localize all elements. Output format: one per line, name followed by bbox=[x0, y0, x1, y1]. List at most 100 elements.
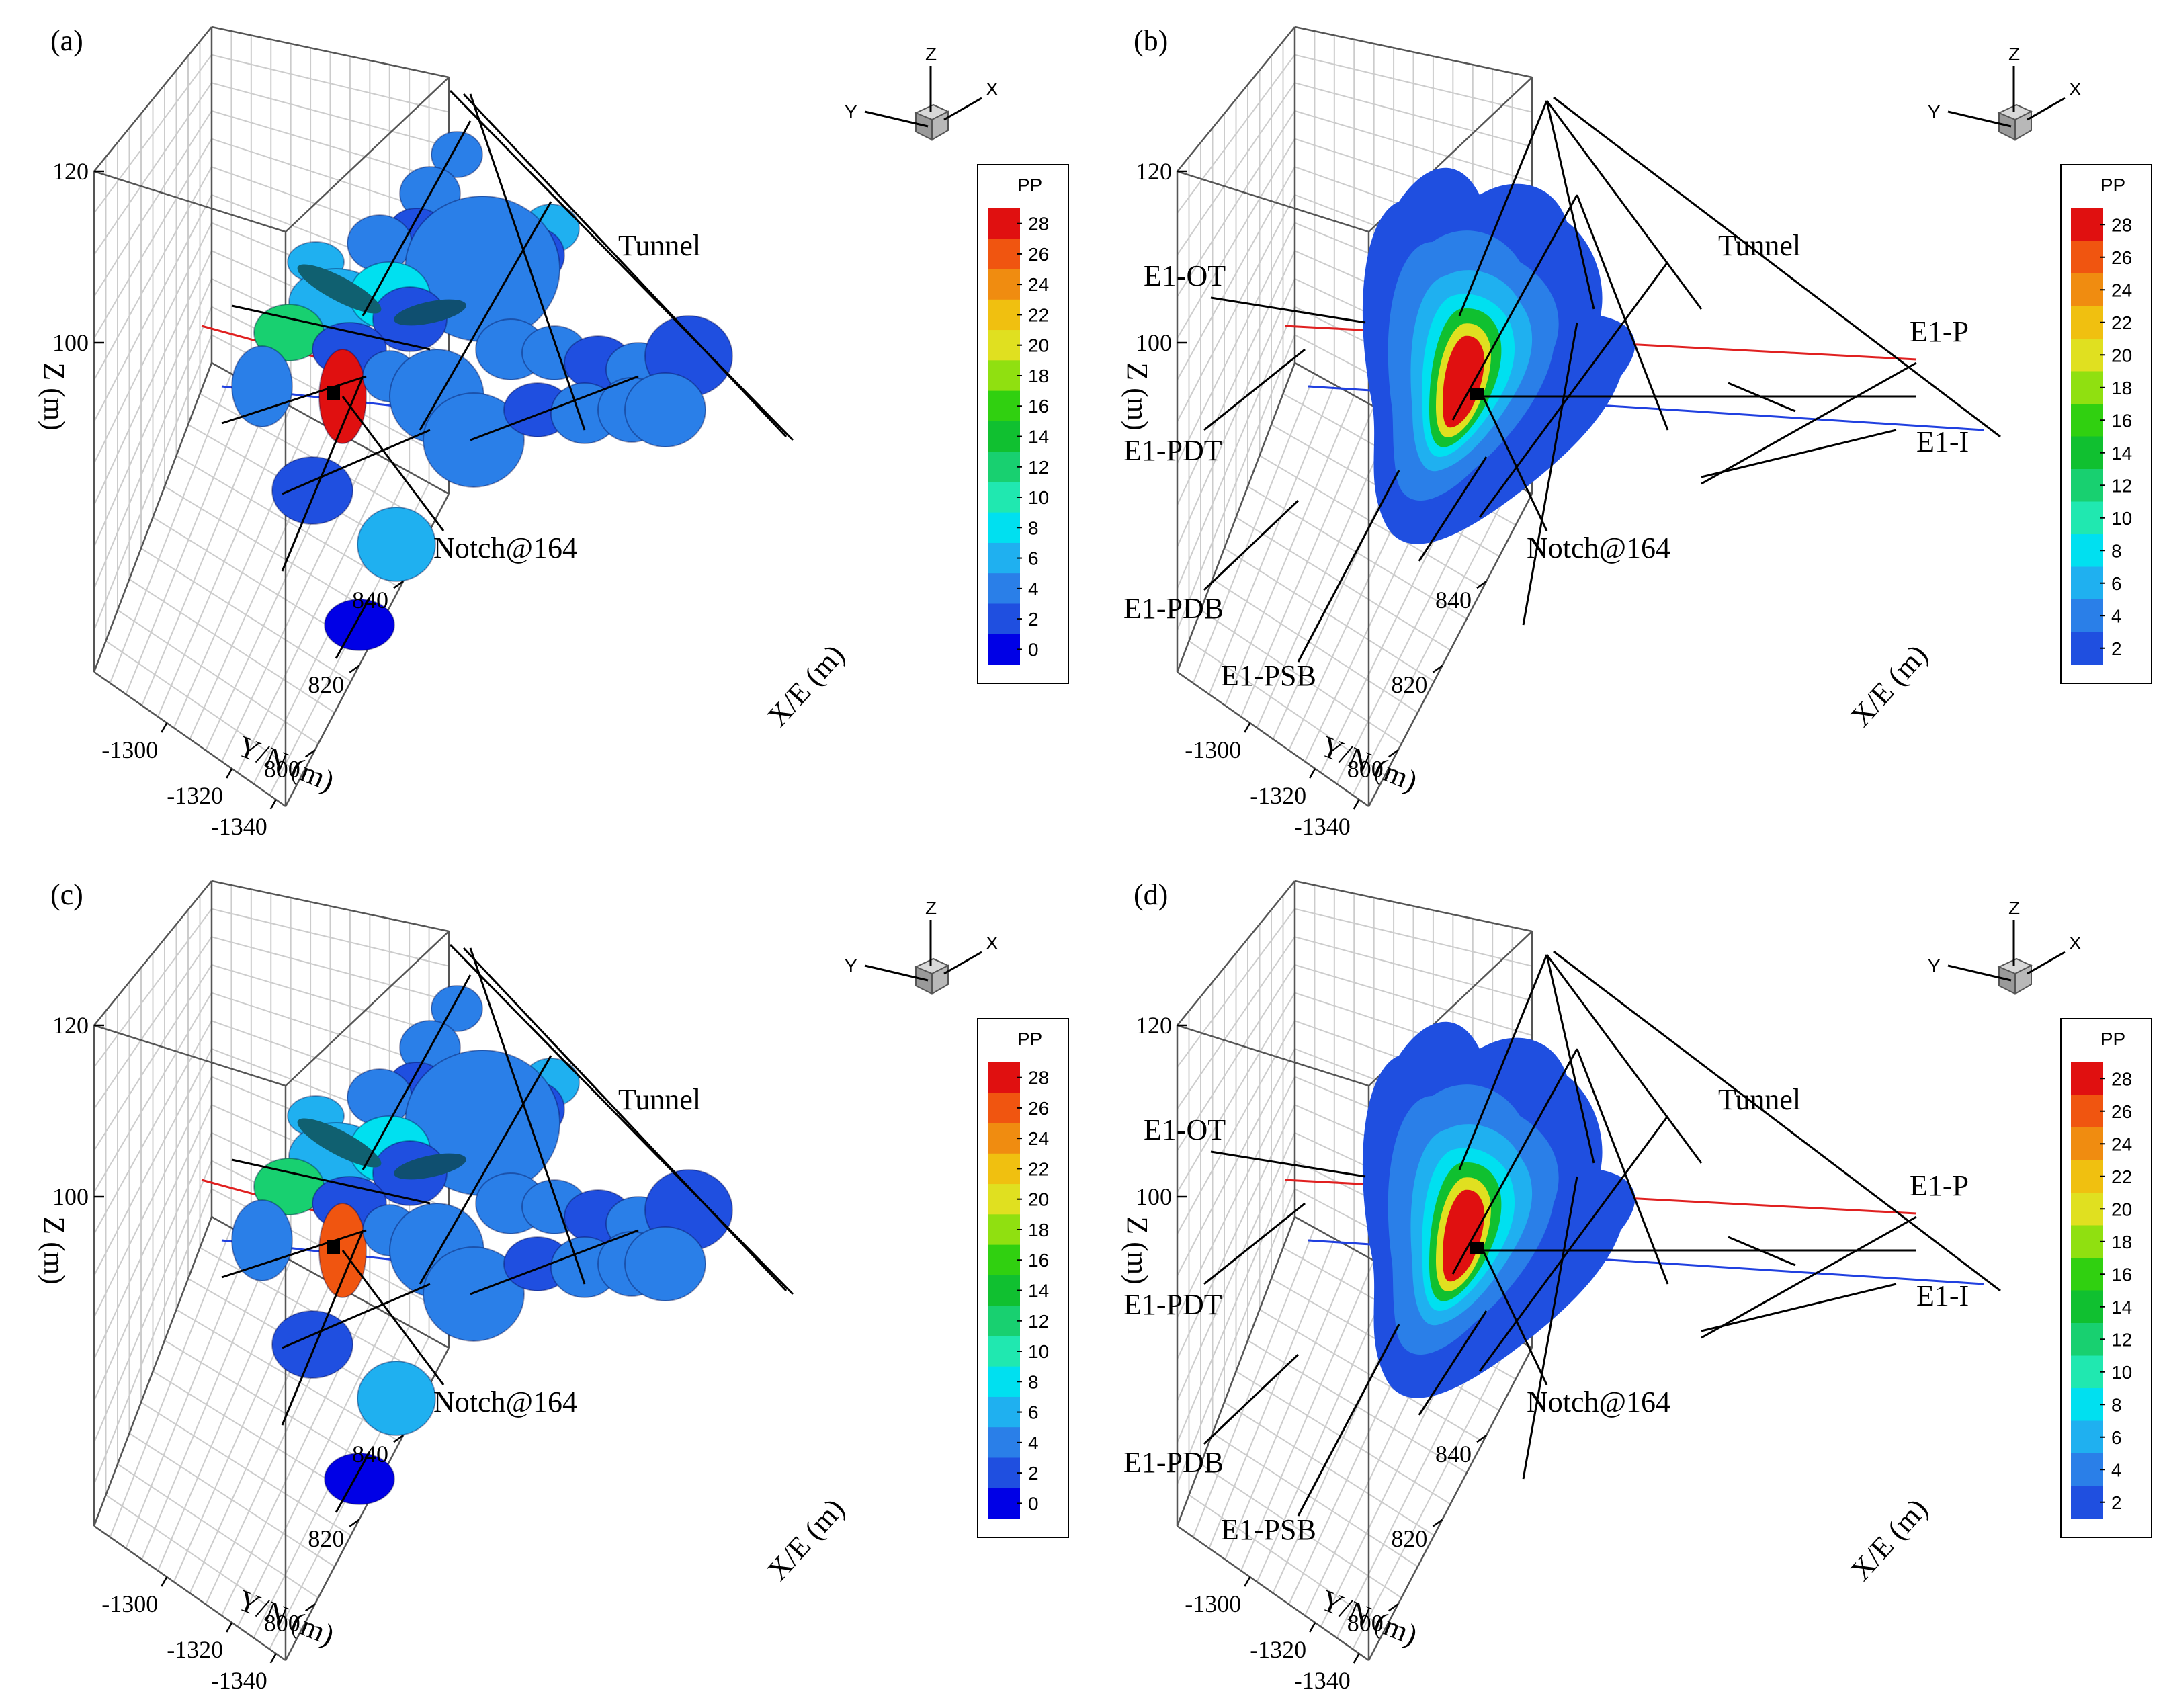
fracture-disc bbox=[431, 131, 483, 178]
tunnel-line bbox=[449, 89, 794, 441]
borehole-line bbox=[419, 1055, 552, 1285]
borehole-line bbox=[1701, 1283, 1897, 1332]
y-tick-label: -1320 bbox=[167, 1636, 223, 1663]
legend-swatch bbox=[988, 1366, 1020, 1398]
grid-line bbox=[93, 54, 212, 214]
legend-tick-label: 18 bbox=[2111, 378, 2132, 398]
legend-swatch bbox=[988, 1275, 1020, 1307]
legend-tick-label: 28 bbox=[2111, 1068, 2132, 1089]
legend-swatch bbox=[2071, 1388, 2103, 1422]
fracture-disc bbox=[271, 1310, 353, 1379]
grid-line bbox=[1352, 482, 1513, 796]
z-tick-label: 100 bbox=[1136, 1183, 1172, 1210]
y-tick-label: -1300 bbox=[101, 1590, 158, 1617]
panel-d: 120 100 Z (m) -1300 -1320 -1340 Y/N (m) 840 820 8… bbox=[1083, 854, 2166, 1708]
tunnel-line bbox=[449, 943, 794, 1295]
grid-line bbox=[1177, 1048, 1295, 1276]
legend-swatch bbox=[2071, 339, 2103, 372]
box-edge bbox=[1176, 1216, 1296, 1527]
grid-line bbox=[237, 1314, 390, 1627]
legend-tick-label: 4 bbox=[2111, 605, 2122, 626]
z-axis-label: Z (m) bbox=[38, 362, 71, 430]
grid-line bbox=[1294, 54, 1533, 113]
legend-swatch bbox=[2071, 1258, 2103, 1291]
legend-swatch bbox=[988, 1336, 1020, 1367]
panel-b: 120 100 Z (m) -1300 -1320 -1340 Y/N (m) 840 820 8… bbox=[1083, 0, 2166, 854]
box-edge bbox=[93, 26, 212, 172]
legend-tick-label: 22 bbox=[2111, 1166, 2132, 1187]
legend-swatch bbox=[2071, 371, 2103, 404]
grid-line bbox=[93, 908, 212, 1068]
legend-swatch bbox=[988, 330, 1020, 361]
legend-swatch bbox=[2071, 1127, 2103, 1161]
fracture-disc bbox=[624, 1226, 706, 1301]
legend-swatch bbox=[2071, 1225, 2103, 1258]
grid-line bbox=[1177, 222, 1295, 464]
borehole-line bbox=[221, 375, 367, 425]
borehole-label-e1-psb: E1-PSB bbox=[1221, 659, 1316, 692]
x-tick-mark bbox=[1432, 665, 1443, 673]
grid-line bbox=[93, 194, 212, 422]
legend-tick-label: 16 bbox=[1028, 396, 1049, 417]
grid-line bbox=[141, 1249, 272, 1560]
grid-line bbox=[1208, 1238, 1335, 1549]
label-leader bbox=[1210, 296, 1366, 324]
legend-tick-label: 2 bbox=[2111, 1492, 2122, 1513]
borehole-line bbox=[470, 1229, 639, 1295]
legend-swatch bbox=[988, 634, 1020, 665]
borehole-line bbox=[1451, 1048, 1578, 1275]
legend-swatch bbox=[2071, 1420, 2103, 1454]
borehole-line bbox=[335, 1451, 371, 1513]
legend-swatch bbox=[2071, 1062, 2103, 1096]
grid-line bbox=[1294, 110, 1533, 182]
legend-swatch bbox=[988, 269, 1020, 300]
box-edge bbox=[1294, 26, 1533, 79]
borehole-line bbox=[1451, 194, 1578, 421]
legend-swatch bbox=[988, 1457, 1020, 1489]
borehole-line bbox=[1576, 1048, 1669, 1285]
legend-title: PP bbox=[1017, 175, 1042, 196]
x-axis-label: X/E (m) bbox=[1844, 1492, 1934, 1587]
borehole-line bbox=[231, 1158, 431, 1205]
grid-line bbox=[93, 1160, 212, 1443]
legend-swatch bbox=[2071, 501, 2103, 535]
legend-swatch bbox=[988, 360, 1020, 392]
x-axis-label: X/E (m) bbox=[761, 638, 851, 733]
borehole-label-e1-p: E1-P bbox=[1910, 315, 1969, 348]
y-tick-mark bbox=[226, 1622, 233, 1633]
grid-line bbox=[1177, 1132, 1295, 1402]
borehole-line bbox=[1458, 954, 1548, 1170]
panel-label: (c) bbox=[50, 878, 83, 911]
x-tick-label: 820 bbox=[308, 1525, 344, 1552]
legend-tick-label: 16 bbox=[2111, 1264, 2132, 1285]
legend-swatch bbox=[988, 1488, 1020, 1519]
x-tick-mark bbox=[1388, 1603, 1399, 1612]
legend-tick-label: 6 bbox=[2111, 1427, 2122, 1448]
grid-line bbox=[1224, 1249, 1355, 1560]
z-axis-label: Z (m) bbox=[1121, 362, 1154, 430]
grid-line bbox=[157, 1260, 292, 1572]
legend-swatch bbox=[988, 1153, 1020, 1185]
borehole-line bbox=[1701, 361, 1917, 485]
grid-line bbox=[1208, 384, 1335, 695]
triad-z-label: Z bbox=[925, 44, 937, 65]
y-tick-label: -1300 bbox=[1185, 736, 1241, 763]
legend-tick-label: 24 bbox=[1028, 274, 1049, 295]
legend-tick-label: 4 bbox=[1028, 1433, 1039, 1453]
triad-x-label: X bbox=[986, 79, 998, 99]
y-tick-mark bbox=[1309, 1622, 1316, 1633]
legend-tick-label: 26 bbox=[2111, 247, 2132, 268]
y-tick-mark bbox=[1353, 1653, 1360, 1664]
legend-tick-label: 8 bbox=[2111, 540, 2122, 561]
legend-swatch bbox=[2071, 436, 2103, 470]
borehole-label-e1-p: E1-P bbox=[1910, 1169, 1969, 1202]
grid-line bbox=[1240, 406, 1375, 718]
z-tick-label: 120 bbox=[52, 158, 89, 185]
legend-tick-label: 18 bbox=[1028, 366, 1049, 386]
fracture-disc bbox=[423, 392, 525, 488]
legend-swatch bbox=[988, 239, 1020, 270]
x-tick-mark bbox=[349, 665, 360, 673]
legend-tick-label: 10 bbox=[1028, 1341, 1049, 1362]
